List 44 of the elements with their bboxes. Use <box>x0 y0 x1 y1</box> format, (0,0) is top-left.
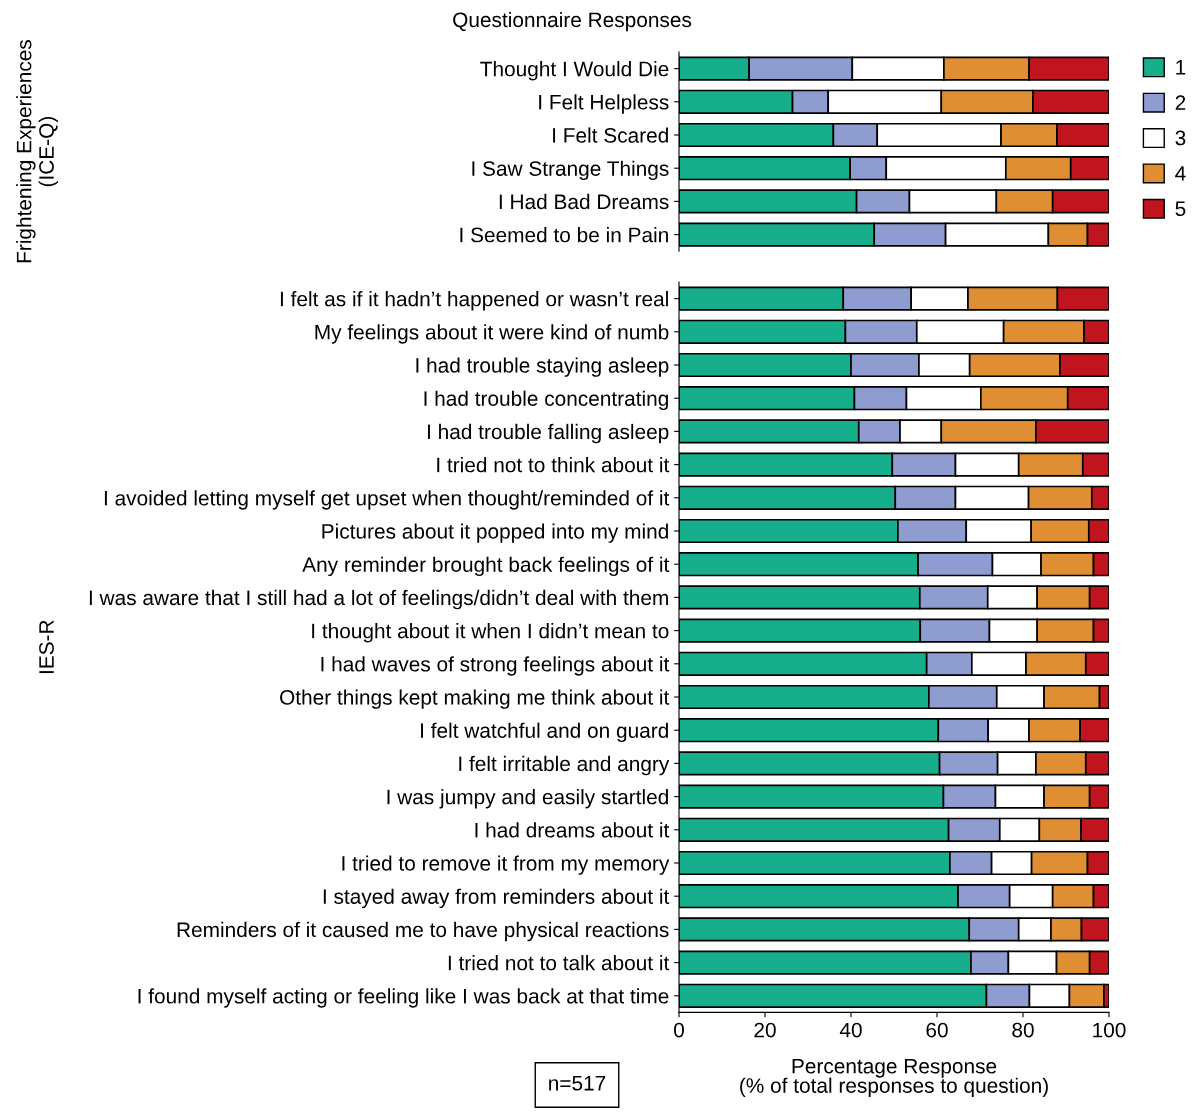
y-axis-title: IES-R <box>39 620 54 674</box>
y-tick-label: I had trouble falling asleep <box>428 423 669 444</box>
legend-label: 4 <box>1175 166 1186 181</box>
y-tick-label: I found myself acting or feeling like I was back at that time <box>138 988 669 1008</box>
y-tick-label: I tried to remove it from my memory <box>342 855 670 875</box>
x-tick-label: 100 <box>1093 1022 1126 1038</box>
y-tick-label: Reminders of it caused me to have physical reactions <box>177 921 669 942</box>
y-tick-label: I tried not to talk about it <box>448 955 670 971</box>
y-tick-label: I had waves of strong feelings about it <box>321 656 670 676</box>
y-tick-label: I Felt Helpless <box>539 94 669 114</box>
y-tick-label: I Felt Scared <box>553 127 668 143</box>
text: n=517 <box>549 1076 606 1091</box>
x-tick-label: 0 <box>674 1022 684 1038</box>
legend-label: 5 <box>1175 201 1186 217</box>
y-tick-label: I Had Bad Dreams <box>499 193 669 210</box>
y-tick-label: I thought about it when I didn’t mean to <box>312 623 669 643</box>
x-tick-label: 80 <box>1012 1022 1034 1038</box>
y-tick-label: I felt as if it hadn’t happened or wasn’t real <box>280 291 668 311</box>
y-tick-label: Pictures about it popped into my mind <box>322 523 668 543</box>
x-axis-title: Percentage Response (% of total responses to question) <box>740 1058 1048 1098</box>
y-tick-label: I had trouble staying asleep <box>416 357 669 377</box>
y-tick-label: I Saw Strange Things <box>472 160 669 181</box>
x-tick-label: 40 <box>839 1022 862 1038</box>
y-tick-label: I was jumpy and easily startled <box>387 789 668 809</box>
y-tick-label: I was aware that I still had a lot of feelings/didn’t deal with them <box>89 589 668 610</box>
x-tick-label: 20 <box>754 1022 776 1038</box>
legend-label: 3 <box>1175 130 1186 146</box>
y-tick-label: I felt watchful and on guard <box>421 722 668 743</box>
chart-title: Questionnaire Responses <box>453 11 692 32</box>
y-tick-label: I Seemed to be in Pain <box>460 227 668 243</box>
y-tick-label: I avoided letting myself get upset when thought/reminded of it <box>104 490 670 510</box>
y-tick-label: I stayed away from reminders about it <box>323 888 670 909</box>
legend-label: 2 <box>1175 95 1186 110</box>
y-tick-label: Any reminder brought back feelings of it <box>302 556 670 577</box>
legend-label: 1 <box>1176 60 1186 75</box>
y-tick-label: Thought I Would Die <box>480 61 669 81</box>
y-axis-title: Frightening Experiences (ICE-Q) <box>16 40 58 263</box>
y-tick-label: I tried not to think about it <box>437 457 670 473</box>
y-tick-label: I had dreams about it <box>475 822 670 838</box>
y-tick-label: I felt irritable and angry <box>459 755 670 776</box>
y-tick-label: Other things kept making me think about it <box>280 689 670 709</box>
x-tick-label: 60 <box>926 1022 948 1038</box>
y-tick-label: My feelings about it were kind of numb <box>315 324 669 344</box>
y-tick-label: I had trouble concentrating <box>424 390 668 411</box>
